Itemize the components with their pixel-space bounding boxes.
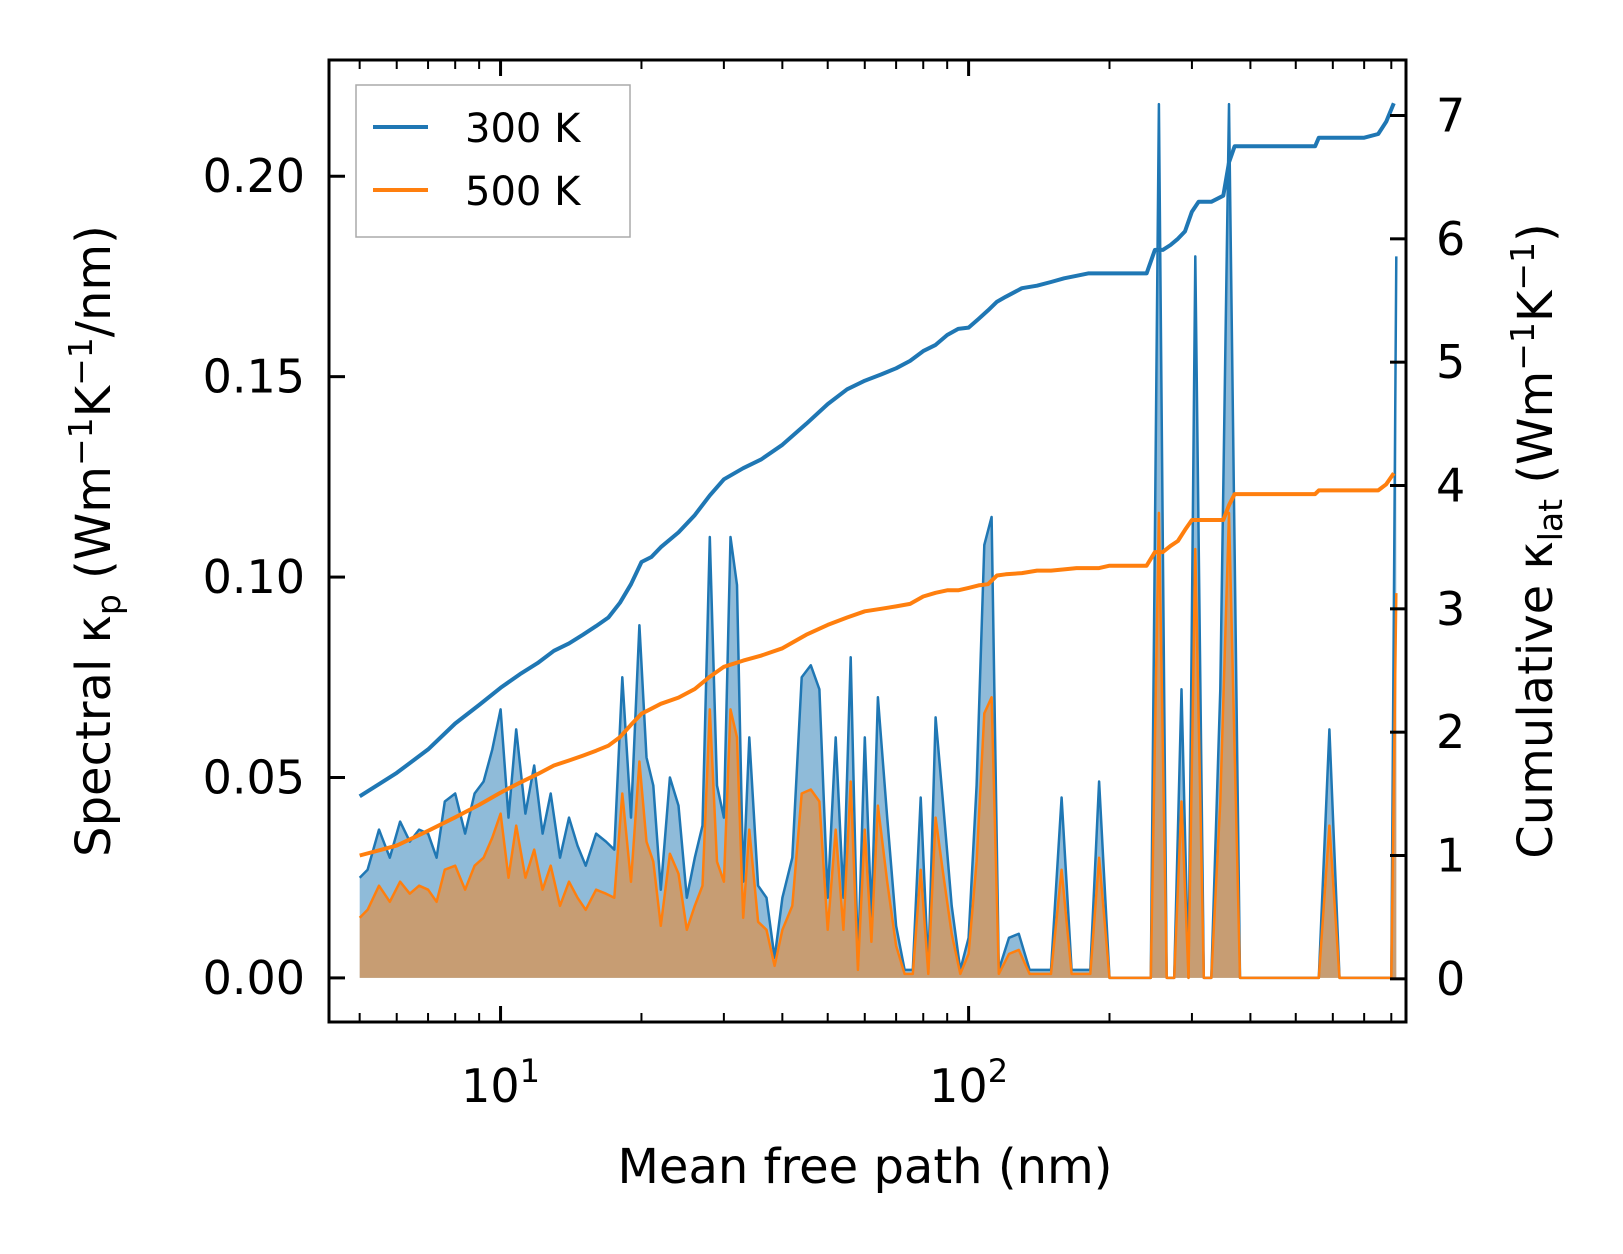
y-left-tick-label: 0.20: [203, 149, 305, 203]
cumulative-line-500k: [359, 472, 1396, 858]
y-left-tick-label: 0.05: [203, 750, 305, 804]
y-axis-left-label: Spectral κp (Wm−1K−1/nm): [61, 225, 128, 857]
x-tick-label: 101: [461, 1052, 540, 1113]
y-right-tick-label: 4: [1436, 459, 1465, 513]
y-right-tick-label: 2: [1436, 705, 1465, 759]
spectral-area-500k: [359, 512, 1397, 978]
plot-frame: [327, 58, 1408, 1024]
spectral-areas: [358, 102, 1398, 980]
spectral-line-500k: [358, 511, 1398, 980]
y-axis-right-label: Cumulative κlat (Wm−1K−1): [1503, 223, 1570, 859]
legend-label-500k: 500 K: [465, 169, 582, 215]
legend: 300 K 500 K: [355, 84, 631, 238]
y-right-tick-label: 6: [1436, 212, 1465, 266]
legend-label-300k: 300 K: [465, 106, 582, 152]
x-tick-label: 102: [929, 1052, 1008, 1113]
y-right-tick-label: 7: [1436, 89, 1465, 143]
legend-box: [355, 84, 631, 238]
y-left-tick-label: 0.10: [203, 550, 305, 604]
x-axis-label: Mean free path (nm): [618, 1139, 1113, 1195]
y-left-tick-label: 0.00: [203, 951, 305, 1005]
cumulative-line-300k: [358, 102, 1396, 798]
y-right-tick-label: 1: [1436, 829, 1465, 883]
y-right-tick-label: 3: [1436, 582, 1465, 636]
y-right-tick-label: 5: [1436, 335, 1465, 389]
cumulative-lines: [358, 102, 1396, 858]
spectral-line-300k: [358, 102, 1398, 980]
y-left-tick-label: 0.15: [203, 350, 305, 404]
y-right-tick-label: 0: [1436, 952, 1465, 1006]
axis-ticks: 0.00 0.05 0.10 0.15 0.20 0 1 2 3 4 5 6 7 101 102: [203, 60, 1465, 1113]
